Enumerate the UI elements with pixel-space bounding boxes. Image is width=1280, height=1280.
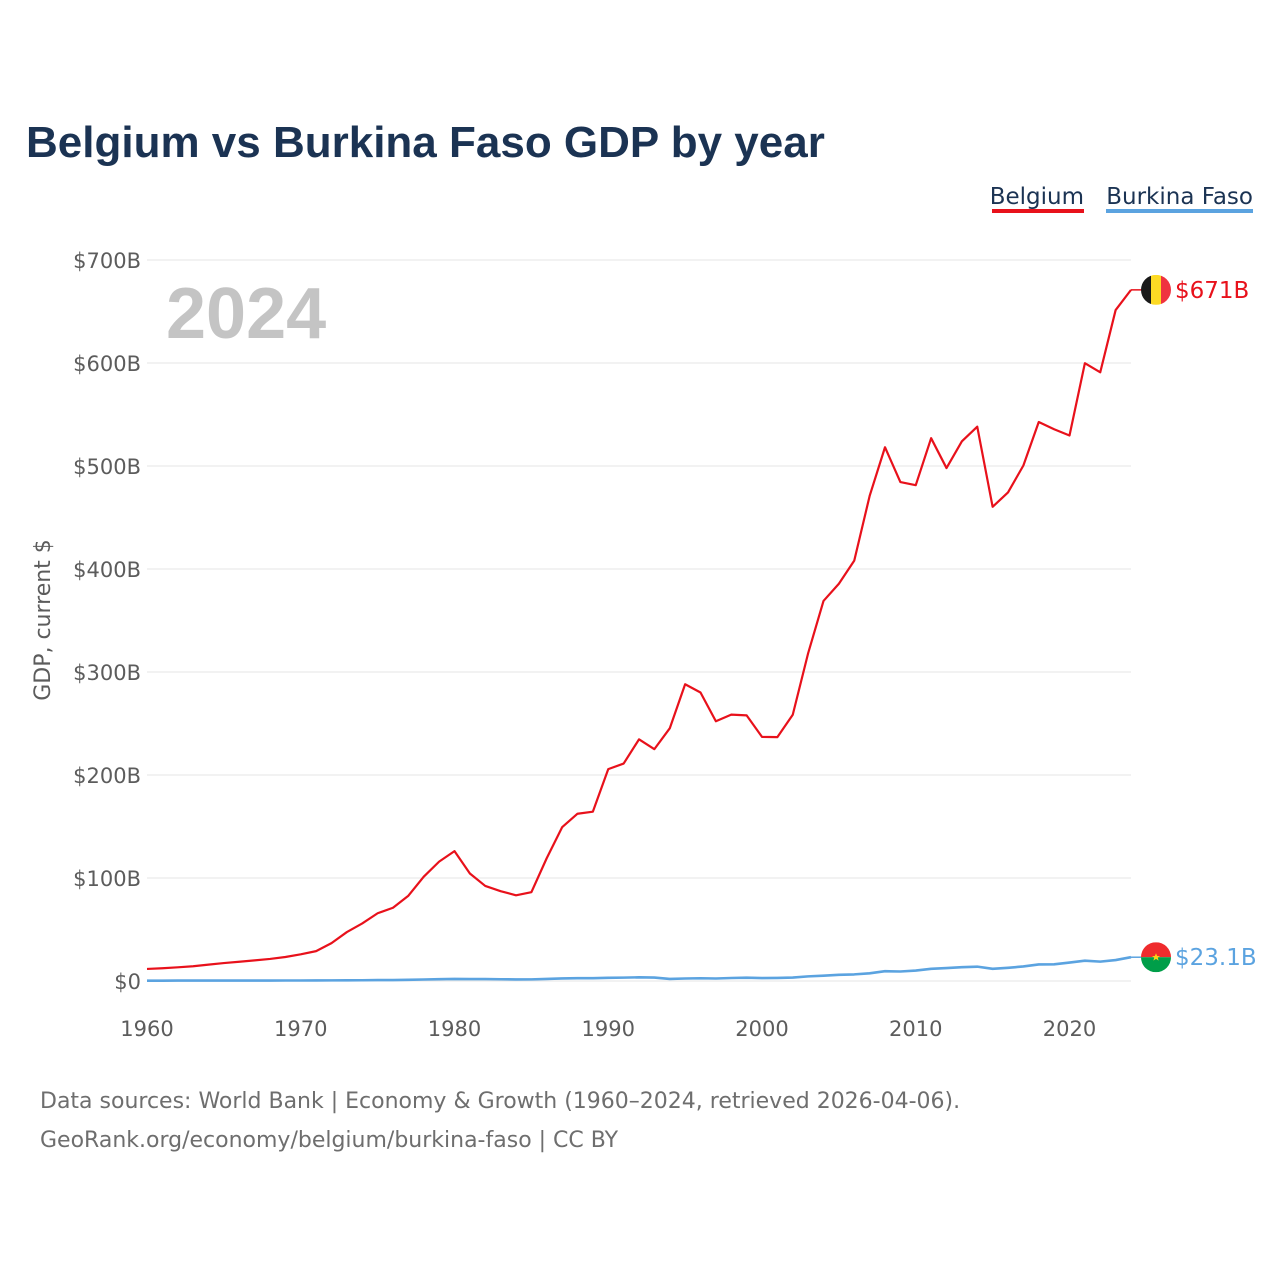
footer-source: Data sources: World Bank | Economy & Gro… — [40, 1089, 960, 1114]
y-tick-label: $300B — [73, 661, 141, 685]
series-layer — [146, 289, 1132, 982]
y-axis-label: GDP, current $ — [31, 539, 56, 701]
y-tick-label: $400B — [73, 558, 141, 582]
y-gridlines — [147, 259, 1131, 982]
y-tick-labels: $0 $100B $200B $300B $400B $500B $600B $700B — [73, 249, 141, 994]
legend-swatch-burkina-faso — [1106, 209, 1253, 213]
y-tick-label: $600B — [73, 352, 141, 376]
x-tick-label: 2010 — [889, 1017, 942, 1041]
year-watermark: 2024 — [166, 274, 326, 354]
x-tick-label: 1990 — [582, 1017, 635, 1041]
x-tick-labels: 1960 1970 1980 1990 2000 2010 2020 — [120, 1017, 1096, 1041]
y-tick-label: $100B — [73, 867, 141, 891]
y-tick-label: $200B — [73, 764, 141, 788]
x-tick-label: 2000 — [735, 1017, 788, 1041]
series-line-burkina-faso[interactable] — [146, 955, 1132, 982]
legend-label-burkina-faso[interactable]: Burkina Faso — [1106, 184, 1253, 210]
footer-attribution[interactable]: GeoRank.org/economy/belgium/burkina-faso… — [40, 1128, 619, 1153]
chart-title: Belgium vs Burkina Faso GDP by year — [26, 118, 825, 167]
y-tick-label: $0 — [114, 970, 141, 994]
legend-swatch-belgium — [992, 209, 1084, 213]
end-value-label: $23.1B — [1175, 945, 1257, 971]
burkina-faso-flag-icon — [1141, 942, 1171, 973]
end-markers: $671B $23.1B — [1131, 274, 1257, 973]
end-value-label: $671B — [1175, 278, 1249, 304]
y-tick-label: $700B — [73, 249, 141, 273]
x-tick-label: 1960 — [120, 1017, 173, 1041]
x-tick-label: 2020 — [1043, 1017, 1096, 1041]
legend: Belgium Burkina Faso — [990, 184, 1253, 213]
y-tick-label: $500B — [73, 455, 141, 479]
x-tick-label: 1970 — [274, 1017, 327, 1041]
belgium-flag-icon — [1141, 274, 1171, 305]
x-tick-label: 1980 — [428, 1017, 481, 1041]
legend-label-belgium[interactable]: Belgium — [990, 184, 1084, 210]
series-line-belgium[interactable] — [146, 289, 1132, 971]
